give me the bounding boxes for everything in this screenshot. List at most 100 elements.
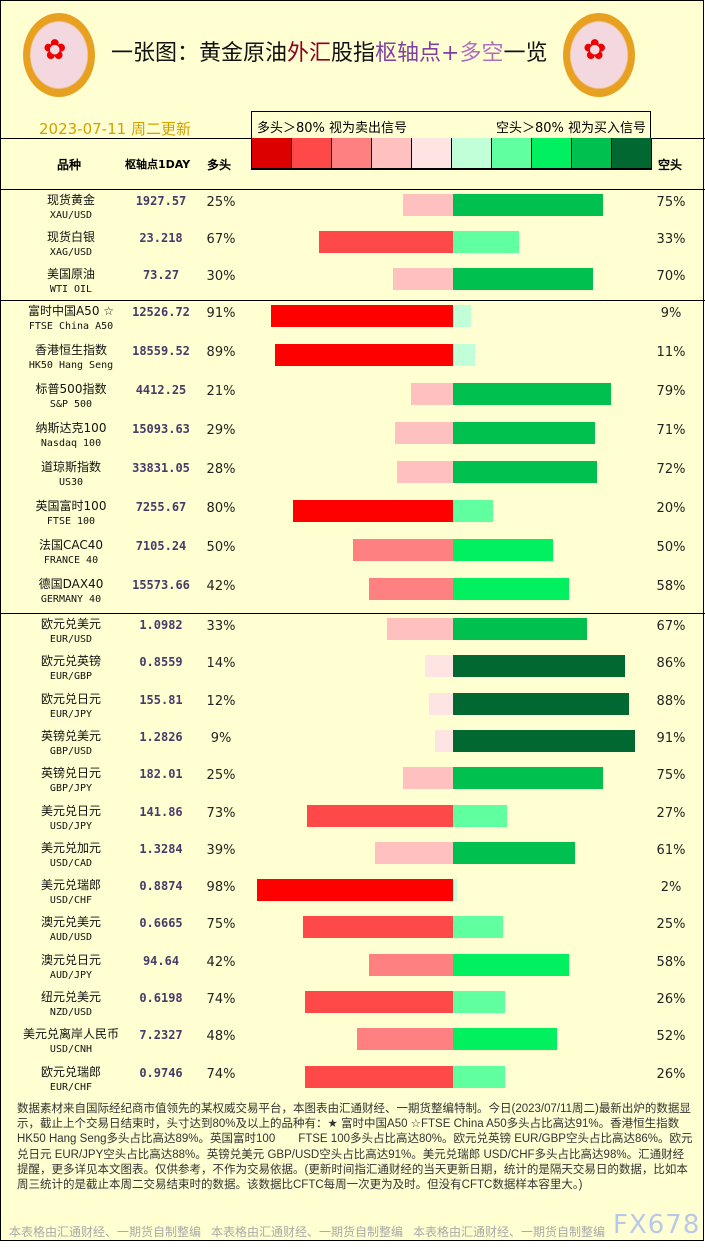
short-percent: 52% — [656, 1029, 686, 1045]
instrument-name: 标普500指数 S&P 500 — [1, 382, 141, 412]
long-percent: 80% — [206, 501, 236, 516]
long-bar — [375, 841, 453, 864]
short-bar — [453, 268, 593, 290]
scale-swatch — [452, 138, 492, 168]
short-percent: 72% — [656, 462, 686, 477]
table-row: 欧元兑日元 EUR/JPY 155.81 12% 88% — [1, 690, 705, 727]
instrument-cn: 欧元兑美元 — [40, 617, 101, 631]
pivot-value: 0.8559 — [139, 655, 183, 670]
instrument-name: 欧元兑日元 EUR/JPY — [1, 692, 141, 722]
pivot-value: 15573.66 — [132, 578, 190, 592]
long-bar — [393, 268, 453, 290]
pivot-value: 7255.67 — [135, 500, 187, 514]
section-divider — [1, 613, 705, 614]
table-row: 英镑兑美元 GBP/USD 1.2826 9% 91% — [1, 727, 705, 764]
instrument-name: 欧元兑英镑 EUR/GBP — [1, 654, 141, 684]
long-percent: 74% — [206, 992, 236, 1007]
instrument-name: 富时中国A50 ☆ FTSE China A50 — [1, 304, 141, 334]
pivot-value: 94.64 — [142, 953, 180, 968]
instrument-cn: 澳元兑美元 — [40, 915, 101, 930]
instrument-cn: 美国原油 — [46, 267, 95, 281]
short-percent: 58% — [656, 954, 686, 970]
long-percent: 30% — [206, 269, 236, 284]
long-bar — [387, 618, 453, 640]
short-percent: 9% — [660, 306, 682, 321]
long-percent: 74% — [206, 1066, 236, 1082]
instrument-en: XAG/USD — [49, 247, 93, 258]
pivot-value: 155.81 — [139, 692, 183, 707]
short-bar — [453, 655, 625, 678]
long-bar — [353, 539, 453, 561]
instrument-en: NZD/USD — [49, 1007, 93, 1018]
instrument-name: 美国原油 WTI OIL — [1, 267, 141, 297]
instrument-cn: 英镑兑美元 — [40, 728, 101, 743]
short-percent: 70% — [656, 269, 686, 284]
instrument-name: 现货黄金 XAU/USD — [1, 193, 141, 223]
instrument-en: USD/CAD — [49, 857, 93, 869]
long-bar — [357, 1028, 453, 1051]
instrument-cn: 美元兑加元 — [40, 840, 101, 855]
pivot-value: 15093.63 — [132, 422, 190, 436]
instrument-name: 现货白银 XAG/USD — [1, 230, 141, 260]
instrument-en: XAU/USD — [49, 210, 93, 221]
short-percent: 71% — [656, 423, 686, 438]
instrument-en: GBP/JPY — [49, 783, 93, 795]
instrument-name: 纳斯达克100 Nasdaq 100 — [1, 421, 141, 451]
long-bar — [411, 383, 453, 405]
long-bar — [319, 231, 453, 253]
logo-right: ✿ — [563, 13, 635, 97]
short-percent: 33% — [656, 232, 686, 247]
long-bar — [397, 461, 453, 483]
short-bar — [453, 500, 493, 522]
table-row: 富时中国A50 ☆ FTSE China A50 12526.72 91% 9% — [1, 302, 705, 339]
table-row: 道琼斯指数 US30 33831.05 28% 72% — [1, 458, 705, 495]
short-bar — [453, 916, 503, 939]
instrument-en: HK50 Hang Seng — [28, 360, 114, 371]
long-percent: 42% — [206, 954, 236, 970]
scale-swatch — [251, 138, 292, 168]
long-bar — [275, 344, 453, 366]
short-bar — [453, 767, 603, 790]
pivot-value: 141.86 — [139, 804, 183, 819]
long-percent: 25% — [206, 768, 236, 784]
instrument-cn: 美元兑日元 — [40, 803, 101, 818]
instrument-name: 美元兑加元 USD/CAD — [1, 841, 141, 871]
pivot-value: 73.27 — [142, 268, 180, 282]
section-divider — [1, 189, 705, 190]
long-bar — [425, 655, 453, 678]
long-bar — [305, 991, 453, 1013]
short-bar — [453, 231, 519, 253]
instrument-name: 美元兑日元 USD/JPY — [1, 804, 141, 834]
long-bar — [293, 500, 453, 522]
instrument-en: GBP/USD — [49, 745, 93, 757]
credit-text: 本表格由汇通财经、一期货自制整编 — [210, 1225, 403, 1239]
logo-left: ✿ — [23, 13, 95, 97]
instrument-en: USD/CHF — [49, 895, 93, 907]
scale-swatch — [412, 138, 452, 168]
table-row: 英镑兑日元 GBP/JPY 182.01 25% 75% — [1, 764, 705, 801]
short-bar — [453, 879, 457, 902]
instrument-cn: 欧元兑日元 — [40, 691, 101, 706]
pivot-value: 0.8874 — [139, 879, 183, 894]
short-bar — [453, 804, 507, 827]
instrument-en: FTSE 100 — [46, 516, 96, 527]
pivot-value: 7.2327 — [139, 1028, 183, 1043]
instrument-cn: 道琼斯指数 — [40, 460, 101, 474]
short-percent: 86% — [656, 656, 686, 672]
short-percent: 25% — [656, 917, 686, 933]
long-percent: 9% — [210, 730, 232, 746]
table-row: 法国CAC40 FRANCE 40 7105.24 50% 50% — [1, 536, 705, 573]
scale-swatch — [532, 138, 572, 168]
instrument-en: FTSE China A50 — [28, 321, 114, 332]
long-percent: 75% — [206, 917, 236, 933]
instrument-name: 道琼斯指数 US30 — [1, 460, 141, 490]
footer-note: 数据素材来自国际经纪商市值领先的某权威交易平台，本图表由汇通财经、一期货整编特制… — [17, 1103, 693, 1192]
instrument-en: EUR/JPY — [49, 708, 93, 720]
short-percent: 26% — [656, 1066, 686, 1082]
instrument-en: EUR/CHF — [49, 1081, 93, 1093]
color-scale — [251, 138, 652, 170]
instrument-name: 德国DAX40 GERMANY 40 — [1, 577, 141, 607]
instrument-cn: 富时中国A50 ☆ — [27, 304, 115, 318]
table-row: 澳元兑日元 AUD/JPY 94.64 42% 58% — [1, 951, 705, 988]
table-row: 美元兑瑞郎 USD/CHF 0.8874 98% 2% — [1, 876, 705, 913]
